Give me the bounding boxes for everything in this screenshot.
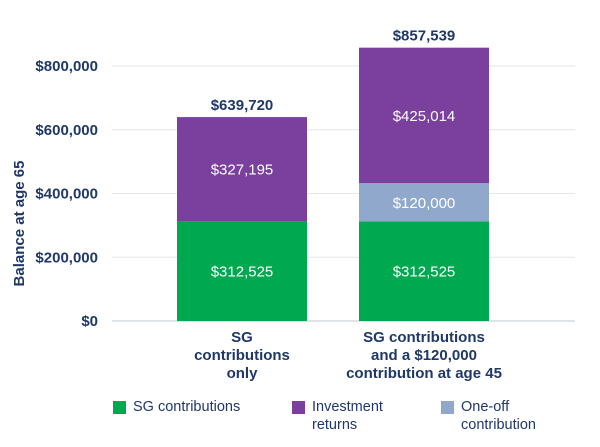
bar-segment-0-2 bbox=[177, 117, 307, 222]
segment-label-0-0: $312,525 bbox=[211, 264, 274, 281]
segment-label-0-2: $327,195 bbox=[211, 162, 274, 179]
legend-label-oneoff-line1: One-off bbox=[461, 399, 510, 415]
bar-total-label-0: $639,720 bbox=[211, 97, 274, 114]
chart-legend: SG contributions Investment returns One-… bbox=[0, 398, 600, 438]
category-label-0-2: only bbox=[227, 365, 258, 382]
legend-label-investment-line2: returns bbox=[312, 417, 358, 433]
y-tick-label-2: $400,000 bbox=[35, 186, 98, 203]
y-tick-label-0: $0 bbox=[81, 313, 98, 330]
category-label-1-2: contribution at age 45 bbox=[346, 365, 502, 382]
legend-item-sg: SG contributions bbox=[113, 398, 240, 416]
bar-segment-1-1 bbox=[359, 183, 489, 222]
bar-total-label-1: $857,539 bbox=[393, 28, 456, 45]
legend-label-investment-line1: Investment bbox=[312, 399, 383, 415]
legend-label-sg: SG contributions bbox=[133, 399, 241, 415]
legend-swatch-oneoff bbox=[441, 401, 454, 414]
y-tick-label-1: $200,000 bbox=[35, 249, 98, 266]
segment-label-1-1: $120,000 bbox=[393, 195, 456, 212]
bar-segment-1-0 bbox=[359, 221, 489, 321]
stacked-bar-chart: $0 $200,000 $400,000 $600,000 $800,000 Balanc… bbox=[11, 28, 575, 382]
bar-segment-1-2 bbox=[359, 47, 489, 184]
category-label-1-0: SG contributions bbox=[363, 329, 485, 346]
category-label-0-1: contributions bbox=[194, 347, 290, 364]
legend-label-oneoff: One-off contribution bbox=[461, 398, 536, 434]
category-label-0-0: SG bbox=[231, 329, 253, 346]
legend-item-oneoff: One-off contribution bbox=[441, 398, 536, 434]
legend-label-oneoff-line2: contribution bbox=[461, 417, 536, 433]
segment-label-1-2: $425,014 bbox=[393, 108, 456, 125]
legend-item-investment: Investment returns bbox=[292, 398, 383, 434]
category-label-1-1: and a $120,000 bbox=[371, 347, 477, 364]
legend-swatch-sg bbox=[113, 401, 126, 414]
legend-swatch-investment bbox=[292, 401, 305, 414]
bar-segment-0-0 bbox=[177, 221, 307, 321]
y-axis-label: Balance at age 65 bbox=[11, 161, 28, 287]
y-tick-label-3: $600,000 bbox=[35, 122, 98, 139]
legend-label-investment: Investment returns bbox=[312, 398, 383, 434]
y-tick-label-4: $800,000 bbox=[35, 58, 98, 75]
segment-label-1-0: $312,525 bbox=[393, 264, 456, 281]
